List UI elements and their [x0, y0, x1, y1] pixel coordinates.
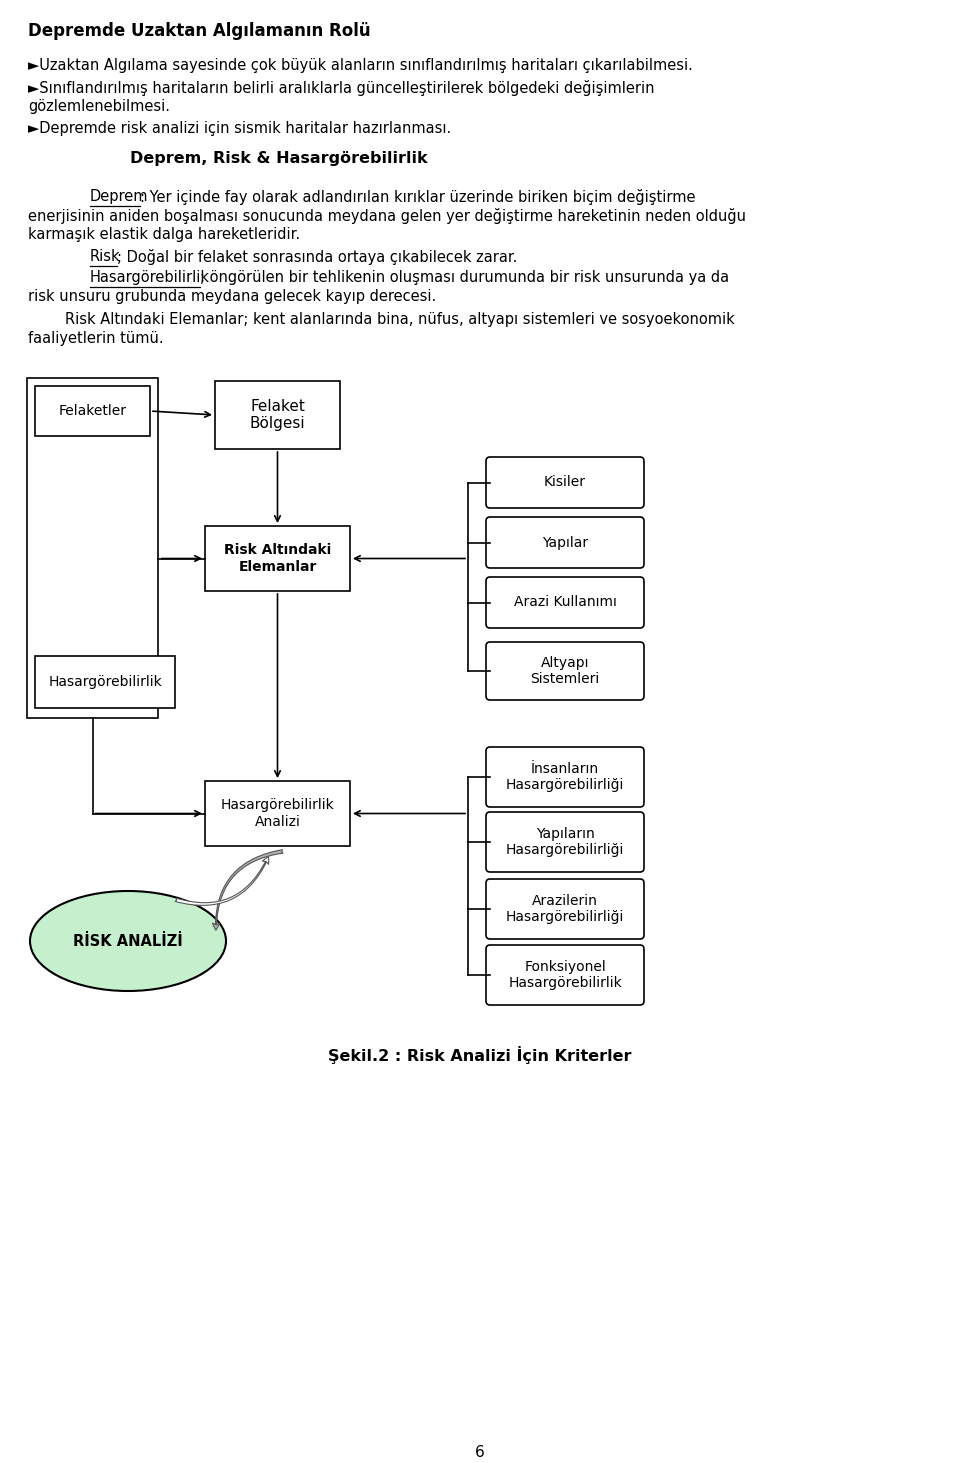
- FancyBboxPatch shape: [486, 945, 644, 1005]
- Text: Risk Altındaki
Elemanlar: Risk Altındaki Elemanlar: [224, 543, 331, 573]
- Text: Arazi Kullanımı: Arazi Kullanımı: [514, 595, 616, 610]
- Text: ►Depremde risk analizi için sismik haritalar hazırlanması.: ►Depremde risk analizi için sismik harit…: [28, 121, 451, 136]
- Text: gözlemlenebilmesi.: gözlemlenebilmesi.: [28, 99, 170, 114]
- Text: Deprem, Risk & Hasargörebilirlik: Deprem, Risk & Hasargörebilirlik: [130, 151, 427, 165]
- Text: 6: 6: [475, 1445, 485, 1460]
- Text: karmaşık elastik dalga hareketleridir.: karmaşık elastik dalga hareketleridir.: [28, 227, 300, 241]
- Text: RİSK ANALİZİ: RİSK ANALİZİ: [73, 933, 182, 948]
- Text: Altyapı
Sistemleri: Altyapı Sistemleri: [530, 655, 600, 686]
- FancyBboxPatch shape: [486, 642, 644, 699]
- Ellipse shape: [30, 891, 226, 990]
- Text: İnsanların
Hasargörebilirliği: İnsanların Hasargörebilirliği: [506, 762, 624, 791]
- Text: ►Uzaktan Algılama sayesinde çok büyük alanların sınıflandırılmış haritaları çıka: ►Uzaktan Algılama sayesinde çok büyük al…: [28, 59, 693, 73]
- Text: Felaket
Bölgesi: Felaket Bölgesi: [250, 399, 305, 432]
- Text: : Yer içinde fay olarak adlandırılan kırıklar üzerinde biriken biçim değiştirme: : Yer içinde fay olarak adlandırılan kır…: [140, 189, 695, 205]
- Bar: [35, 386, 150, 436]
- FancyBboxPatch shape: [486, 748, 644, 808]
- Text: Deprem: Deprem: [90, 189, 149, 203]
- Text: faaliyetlerin tümü.: faaliyetlerin tümü.: [28, 331, 163, 347]
- Text: Felaketler: Felaketler: [59, 404, 127, 418]
- Bar: [27, 377, 158, 718]
- Text: Hasargörebilirlik
Analizi: Hasargörebilirlik Analizi: [221, 799, 334, 828]
- Text: risk unsuru grubunda meydana gelecek kayıp derecesi.: risk unsuru grubunda meydana gelecek kay…: [28, 290, 436, 304]
- FancyBboxPatch shape: [486, 576, 644, 628]
- Text: Arazilerin
Hasargörebilirliği: Arazilerin Hasargörebilirliği: [506, 894, 624, 925]
- Bar: [205, 781, 350, 846]
- Text: Fonksiyonel
Hasargörebilirlik: Fonksiyonel Hasargörebilirlik: [508, 960, 622, 990]
- Text: Hasargörebilirlik: Hasargörebilirlik: [48, 674, 162, 689]
- Bar: [35, 655, 175, 708]
- FancyBboxPatch shape: [486, 456, 644, 508]
- Bar: [215, 380, 340, 449]
- Text: Risk Altındaki Elemanlar; kent alanlarında bina, nüfus, altyapı sistemleri ve so: Risk Altındaki Elemanlar; kent alanların…: [28, 312, 734, 328]
- FancyBboxPatch shape: [486, 516, 644, 568]
- Text: Risk: Risk: [90, 249, 121, 263]
- Text: enerjisinin aniden boşalması sonucunda meydana gelen yer değiştirme hareketinin : enerjisinin aniden boşalması sonucunda m…: [28, 208, 746, 224]
- FancyBboxPatch shape: [486, 879, 644, 939]
- Bar: [205, 527, 350, 591]
- Text: Kisiler: Kisiler: [544, 475, 586, 490]
- Text: ; Doğal bir felaket sonrasında ortaya çıkabilecek zarar.: ; Doğal bir felaket sonrasında ortaya çı…: [117, 249, 517, 265]
- Text: Yapıların
Hasargörebilirliği: Yapıların Hasargörebilirliği: [506, 827, 624, 857]
- Text: ; öngörülen bir tehlikenin oluşması durumunda bir risk unsurunda ya da: ; öngörülen bir tehlikenin oluşması duru…: [200, 271, 730, 285]
- Text: Depremde Uzaktan Algılamanın Rolü: Depremde Uzaktan Algılamanın Rolü: [28, 22, 371, 40]
- FancyBboxPatch shape: [486, 812, 644, 872]
- Text: Hasargörebilirlik: Hasargörebilirlik: [90, 271, 210, 285]
- Text: Yapılar: Yapılar: [542, 535, 588, 550]
- Text: ►Sınıflandırılmış haritaların belirli aralıklarla güncelleştirilerek bölgedeki d: ►Sınıflandırılmış haritaların belirli ar…: [28, 80, 655, 97]
- Text: Şekil.2 : Risk Analizi İçin Kriterler: Şekil.2 : Risk Analizi İçin Kriterler: [328, 1046, 632, 1064]
